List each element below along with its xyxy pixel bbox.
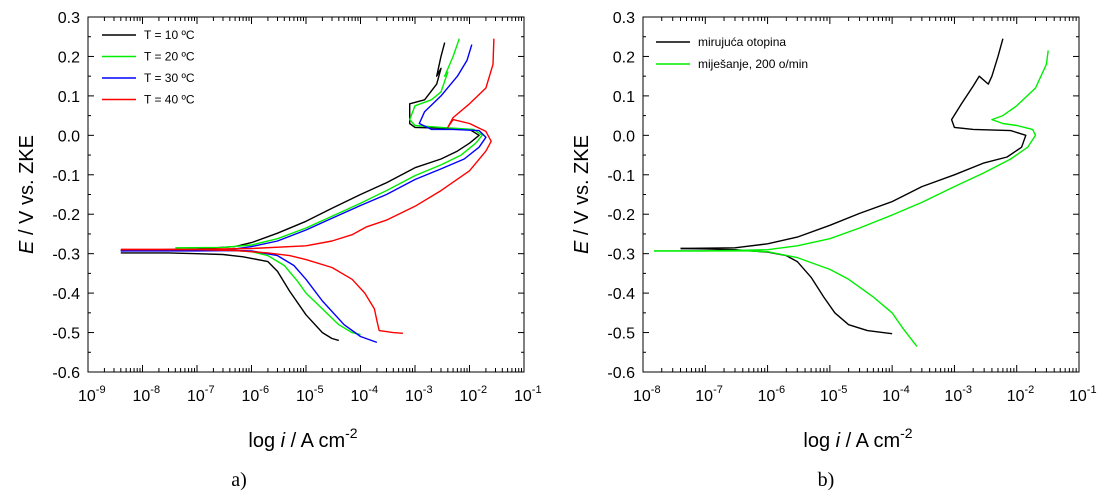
panel-label: a) (231, 469, 247, 491)
y-label-rest: / V vs. ZKE (16, 135, 38, 241)
x-label-sup: -2 (345, 425, 358, 441)
x-tick-exponent: -5 (838, 384, 848, 396)
x-tick-exponent: -4 (368, 384, 378, 396)
x-tick-exponent: -4 (900, 384, 910, 396)
y-tick-label: -0.2 (52, 207, 80, 224)
x-tick-exponent: -3 (962, 384, 972, 396)
y-tick-label: -0.4 (52, 286, 80, 303)
x-axis-label: log i / A cm-2 (803, 425, 912, 452)
x-tick-exponent: -2 (477, 384, 487, 396)
series-3-anodic-line (120, 44, 487, 252)
y-tick-label: -0.3 (52, 247, 80, 264)
y-label-rest: / V vs. ZKE (571, 135, 593, 241)
y-tick-label: -0.3 (607, 247, 635, 264)
x-tick-exponent: -3 (423, 384, 433, 396)
y-axis-label: E / V vs. ZKE (16, 135, 38, 254)
y-tick-label: -0.5 (607, 326, 635, 343)
x-label-prefix: log (803, 430, 835, 452)
x-tick-label: 10-7 (187, 384, 215, 405)
y-tick-label: -0.2 (607, 207, 635, 224)
chart-panel-a: -0.6 -0.5 -0.4 -0.3 -0.2 -0.1 0.0 0.1 0.2 0.3 10-9… (16, 10, 542, 491)
x-tick-exponent: -1 (532, 384, 542, 396)
x-tick-label: 10-4 (351, 384, 379, 405)
x-tick-label: 10-1 (1069, 384, 1097, 405)
x-tick-exponent: -5 (314, 384, 324, 396)
x-tick-label: 10-8 (633, 384, 661, 405)
x-tick-label: 10-7 (695, 384, 723, 405)
x-label-mid: / A cm (840, 430, 900, 452)
series-2-anodic-line (654, 50, 1049, 252)
x-tick-label: 10-3 (944, 384, 972, 405)
x-tick-label: 10-8 (133, 384, 161, 405)
x-tick-label: 10-4 (882, 384, 910, 405)
y-tick-label: 0.0 (613, 128, 635, 145)
x-axis-label: log i / A cm-2 (248, 425, 357, 452)
panel-label: b) (818, 469, 835, 491)
y-tick-label: -0.6 (52, 365, 80, 382)
x-tick-label: 10-6 (758, 384, 786, 405)
y-tick-label: 0.1 (58, 89, 80, 106)
series-3-cathodic-line (120, 249, 378, 344)
y-tick-label: 0.0 (58, 128, 80, 145)
y-label-var: E (16, 240, 38, 254)
legend-label: T = 40 ºC (144, 93, 195, 107)
x-label-sup: -2 (900, 425, 913, 441)
y-tick-label: 0.2 (58, 49, 80, 66)
x-tick-exponent: -8 (651, 384, 661, 396)
y-tick-label: 0.1 (613, 89, 635, 106)
x-tick-exponent: -9 (96, 384, 106, 396)
x-tick-label: 10-6 (242, 384, 270, 405)
legend-label: T = 10 ºC (144, 28, 195, 42)
legend-label: mirujuća otopina (698, 35, 786, 49)
y-tick-label: -0.1 (607, 168, 635, 185)
series-1-cathodic-line (120, 252, 339, 342)
legend-label: T = 30 ºC (144, 71, 195, 85)
y-tick-label: -0.1 (52, 168, 80, 185)
chart-panel-b: -0.6 -0.5 -0.4 -0.3 -0.2 -0.1 0.0 0.1 0.2 0.3 10-8… (571, 10, 1097, 491)
x-label-var: i (836, 430, 841, 452)
y-tick-label: -0.5 (52, 326, 80, 343)
x-label-mid: / A cm (285, 430, 345, 452)
y-tick-label: -0.4 (607, 286, 635, 303)
x-label-var: i (281, 430, 286, 452)
x-tick-label: 10-9 (78, 384, 106, 405)
y-tick-label: 0.3 (58, 10, 80, 27)
x-tick-exponent: -1 (1087, 384, 1097, 396)
x-tick-label: 10-1 (514, 384, 542, 405)
series-4-cathodic-line (120, 248, 403, 334)
x-tick-exponent: -8 (150, 384, 160, 396)
x-tick-exponent: -7 (713, 384, 723, 396)
y-tick-label: 0.2 (613, 49, 635, 66)
x-tick-label: 10-5 (296, 384, 324, 405)
y-tick-label: 0.3 (613, 10, 635, 27)
y-tick-label: -0.6 (607, 365, 635, 382)
legend-label: T = 20 ºC (144, 50, 195, 64)
series-4-anodic-line (120, 38, 495, 251)
x-label-prefix: log (248, 430, 280, 452)
legend-label: miješanje, 200 o/min (698, 57, 808, 71)
series-1-cathodic-line (680, 247, 893, 335)
x-tick-label: 10-3 (405, 384, 433, 405)
y-label-var: E (571, 240, 593, 254)
series-2-anodic-line (175, 38, 483, 249)
series-1-anodic-line (680, 38, 1027, 250)
x-tick-label: 10-2 (460, 384, 488, 405)
x-tick-exponent: -2 (1025, 384, 1035, 396)
x-tick-label: 10-5 (820, 384, 848, 405)
x-tick-exponent: -6 (259, 384, 269, 396)
y-axis-label: E / V vs. ZKE (571, 135, 593, 254)
series-1-anodic-line (120, 42, 480, 252)
x-tick-exponent: -6 (775, 384, 785, 396)
x-tick-label: 10-2 (1007, 384, 1035, 405)
x-tick-exponent: -7 (205, 384, 215, 396)
